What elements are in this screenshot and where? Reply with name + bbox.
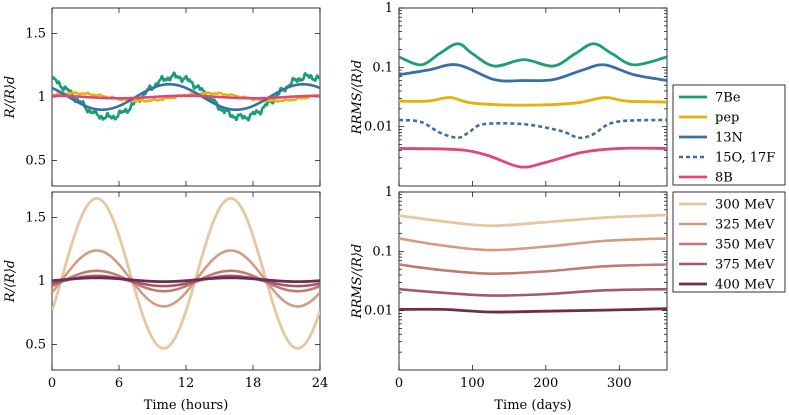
plot-area	[52, 71, 320, 122]
x-tick-label: 18	[245, 376, 262, 391]
x-tick-label: 300	[607, 376, 632, 391]
series-line-8b	[399, 146, 667, 169]
legend-label-8b: 8B	[715, 171, 733, 186]
legend-label-375-mev: 375 MeV	[715, 258, 775, 273]
series-line-325-mev	[52, 249, 320, 308]
series-line-400-mev	[52, 276, 320, 284]
legend-label-13n: 13N	[715, 131, 743, 146]
series-line-375-mev	[52, 274, 320, 288]
axes-frame	[398, 191, 668, 371]
y-tick-label: 0.5	[25, 154, 46, 169]
plot-area	[52, 196, 320, 350]
series-line-325-mev	[399, 237, 667, 252]
y-tick-label: 1	[38, 90, 46, 105]
y-tick-label: 0.1	[372, 60, 393, 75]
y-tick-label: 1	[385, 185, 393, 200]
x-tick-label: 24	[312, 376, 329, 391]
legend-label-350-mev: 350 MeV	[715, 238, 775, 253]
panel-top-left: 0.5 1 1.5 R/⟨R⟩d	[3, 7, 321, 187]
series-line-400-mev	[399, 307, 667, 314]
y-axis-label: R/⟨R⟩d	[3, 76, 18, 119]
legend: 7Be pep 13N 15O, 17F 8B	[672, 84, 786, 186]
panel-bottom-left: 0.5 1 1.5 0 6 12 18 24 R/⟨R⟩d	[3, 191, 329, 391]
plot-area	[399, 213, 667, 314]
series-line-300-mev	[399, 213, 667, 228]
x-tick-label: 0	[48, 376, 56, 391]
legend-label-pep: pep	[715, 111, 739, 126]
x-tick-label: 0	[395, 376, 403, 391]
y-tick-label: 1.5	[25, 210, 46, 225]
legend-label-7be: 7Be	[715, 91, 741, 106]
series-line-15o-17f	[399, 118, 667, 140]
legend-label-300-mev: 300 MeV	[715, 198, 775, 213]
y-tick-label: 1	[385, 1, 393, 16]
series-line-8b	[52, 94, 320, 100]
legend-box	[672, 84, 786, 186]
x-tick-label: 12	[178, 376, 195, 391]
plot-area	[399, 42, 667, 169]
axes-frame	[398, 7, 668, 187]
y-tick-label: 0.1	[372, 244, 393, 259]
y-tick-label: 0.01	[364, 304, 393, 319]
series-line-pep	[399, 96, 667, 107]
x-tick-label: 200	[533, 376, 558, 391]
y-tick-label: 0.5	[25, 338, 46, 353]
legend-label-15o-17f: 15O, 17F	[715, 151, 775, 166]
y-tick-label: 1.5	[25, 26, 46, 41]
series-line-375-mev	[399, 287, 667, 297]
legend-box	[672, 191, 786, 293]
legend: 300 MeV 325 MeV 350 MeV 375 MeV 400 MeV	[672, 191, 786, 293]
legend-label-400-mev: 400 MeV	[715, 278, 775, 293]
y-axis-label: RRMS/⟨R⟩d	[350, 60, 365, 135]
x-axis-title-hours: Time (hours)	[144, 398, 229, 413]
x-tick-label: 6	[115, 376, 123, 391]
y-tick-label: 1	[38, 274, 46, 289]
series-line-350-mev	[52, 269, 320, 293]
panel-bottom-right: 0.01 0.1 1 0 100 200 300 RRMS/⟨R⟩d 300 MeV 325 Me…	[350, 185, 786, 391]
series-line-13n	[52, 82, 320, 112]
y-axis-label: RRMS/⟨R⟩d	[350, 244, 365, 319]
legend-label-325-mev: 325 MeV	[715, 218, 775, 233]
series-line-350-mev	[399, 263, 667, 275]
y-tick-label: 0.01	[364, 120, 393, 135]
x-tick-label: 100	[460, 376, 485, 391]
y-axis-label: R/⟨R⟩d	[3, 260, 18, 303]
x-axis-title-days: Time (days)	[494, 398, 571, 413]
panel-top-right: 0.01 0.1 1 RRMS/⟨R⟩d 7Be pep 13N 15O, 17F 8B	[350, 1, 786, 187]
series-line-13n	[399, 63, 667, 83]
series-line-7be	[399, 42, 667, 68]
series-line-300-mev	[52, 196, 320, 350]
